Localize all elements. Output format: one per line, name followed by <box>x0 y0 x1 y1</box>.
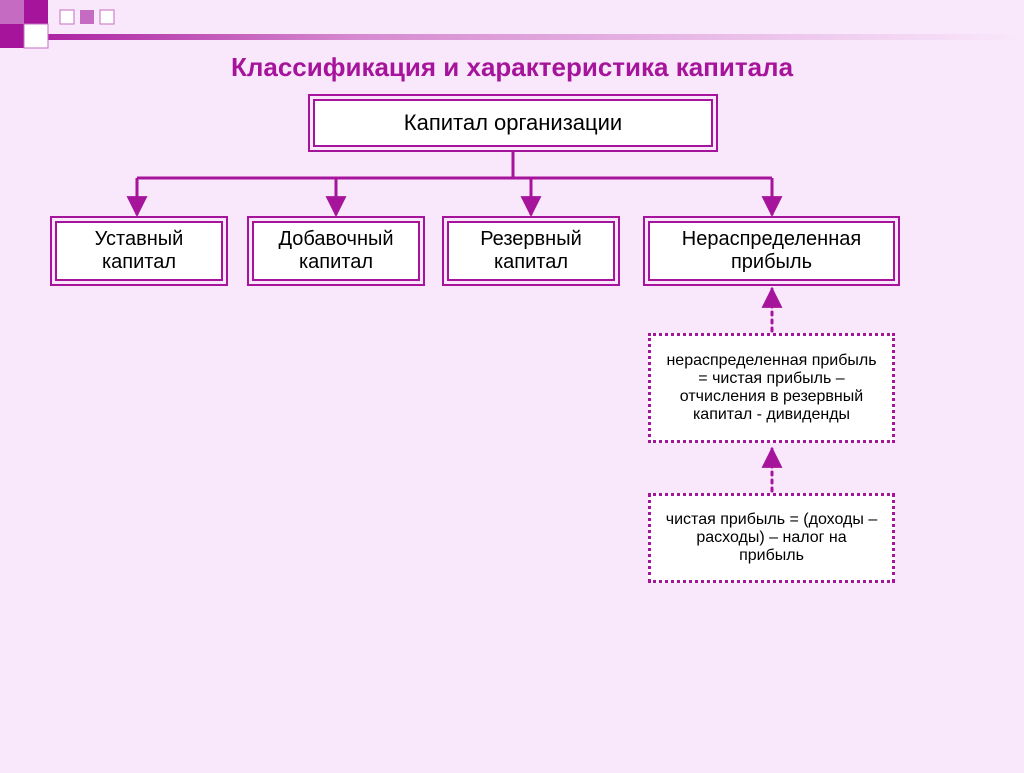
note-formula-2-label: чистая прибыль = (доходы – расходы) – на… <box>663 511 880 565</box>
note-formula-1: нераспределенная прибыль = чистая прибыл… <box>648 333 895 443</box>
node-ustavny: Уставный капитал <box>55 221 223 281</box>
node-neraspredelennaya-label: Нераспределенная прибыль <box>654 228 889 274</box>
note-formula-2: чистая прибыль = (доходы – расходы) – на… <box>648 493 895 583</box>
node-rezervny: Резервный капитал <box>447 221 615 281</box>
note-formula-1-label: нераспределенная прибыль = чистая прибыл… <box>663 352 880 424</box>
node-dobavochny: Добавочный капитал <box>252 221 420 281</box>
corner-decoration <box>0 0 1024 50</box>
node-ustavny-label: Уставный капитал <box>61 228 217 274</box>
diagram-area: Капитал организации Уставный капитал Доб… <box>0 93 1024 773</box>
node-root: Капитал организации <box>313 99 713 147</box>
node-neraspredelennaya: Нераспределенная прибыль <box>648 221 895 281</box>
node-rezervny-label: Резервный капитал <box>453 228 609 274</box>
node-root-label: Капитал организации <box>404 110 622 136</box>
node-dobavochny-label: Добавочный капитал <box>258 228 414 274</box>
